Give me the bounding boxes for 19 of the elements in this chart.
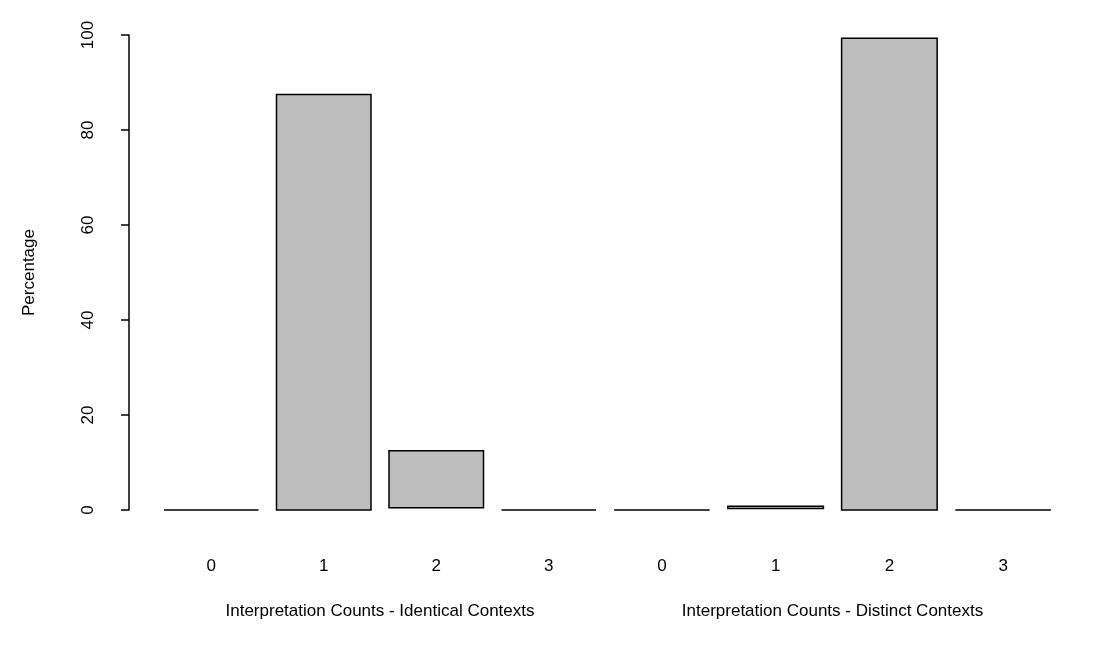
y-tick-label: 80: [78, 120, 97, 140]
y-axis-title: Percentage: [19, 229, 38, 316]
x-tick-label: 2: [431, 556, 441, 575]
x-axis-title: Interpretation Counts - Identical Contexts: [225, 601, 535, 620]
y-tick-label: 0: [78, 505, 97, 515]
y-tick-label: 40: [78, 310, 97, 330]
bar: [388, 449, 485, 509]
x-tick-label: 3: [544, 556, 554, 575]
x-tick-label: 3: [998, 556, 1008, 575]
x-tick-label: 1: [770, 556, 781, 575]
bar: [275, 93, 372, 511]
x-tick-label: 0: [206, 556, 216, 575]
x-axis-title: Interpretation Counts - Distinct Contexts: [681, 601, 984, 620]
y-tick-label: 100: [78, 20, 97, 50]
y-tick-label: 20: [78, 405, 97, 425]
x-tick-label: 1: [319, 556, 329, 575]
x-tick-label: 2: [884, 556, 895, 575]
y-tick-label: 60: [78, 215, 97, 235]
x-tick-label: 0: [657, 556, 667, 575]
